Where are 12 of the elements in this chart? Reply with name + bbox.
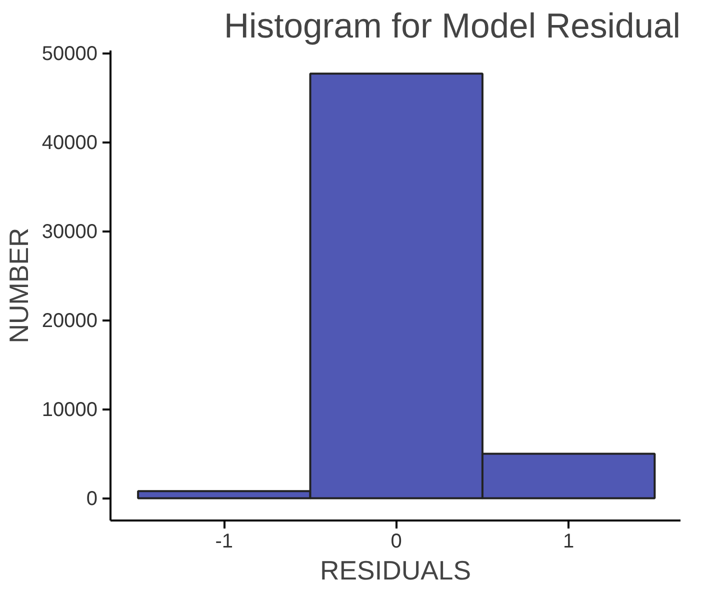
y-tick-label: 30000: [42, 221, 98, 244]
x-tick-label: -1: [215, 530, 234, 552]
chart-title: Histogram for Model Residual: [224, 8, 681, 46]
x-axis-title: RESIDUALS: [320, 556, 472, 586]
y-tick-label: 0: [86, 488, 98, 510]
y-tick-label: 20000: [42, 310, 98, 332]
y-tick-label: 50000: [42, 43, 98, 66]
y-tick-label: 40000: [42, 132, 98, 154]
y-tick-label: 10000: [42, 399, 98, 422]
x-tick-label: 1: [563, 530, 574, 552]
x-tick-label: 0: [390, 530, 402, 552]
y-axis-title: NUMBER: [4, 228, 34, 344]
